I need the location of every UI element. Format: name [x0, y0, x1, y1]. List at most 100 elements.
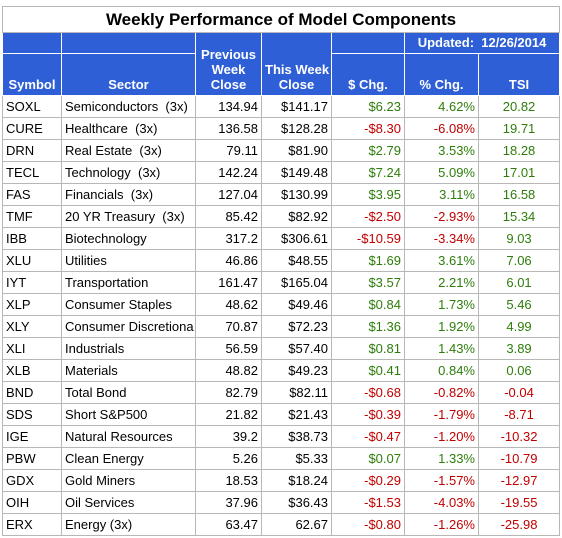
- this-week-close-cell[interactable]: $21.43: [261, 403, 332, 426]
- tsi-cell[interactable]: 15.34: [477, 205, 561, 228]
- dollar-change-cell[interactable]: -$0.68: [331, 381, 405, 404]
- previous-close-cell[interactable]: 18.53: [195, 469, 262, 492]
- percent-change-cell[interactable]: -6.08%: [404, 117, 479, 140]
- percent-change-cell[interactable]: -3.34%: [404, 227, 479, 250]
- this-week-close-cell[interactable]: $48.55: [261, 249, 332, 272]
- dollar-change-cell[interactable]: $0.41: [331, 359, 405, 382]
- tsi-cell[interactable]: 7.06: [477, 249, 561, 272]
- percent-change-cell[interactable]: 1.33%: [404, 447, 479, 470]
- this-week-close-cell[interactable]: $57.40: [261, 337, 332, 360]
- sector-cell[interactable]: Industrials: [61, 337, 196, 360]
- this-week-close-cell[interactable]: $49.23: [261, 359, 332, 382]
- percent-change-cell[interactable]: 3.61%: [404, 249, 479, 272]
- dollar-change-cell[interactable]: -$0.80: [331, 513, 405, 536]
- dollar-change-cell[interactable]: -$1.53: [331, 491, 405, 514]
- symbol-cell[interactable]: TECL: [2, 161, 62, 184]
- symbol-cell[interactable]: DRN: [2, 139, 62, 162]
- tsi-cell[interactable]: 6.01: [477, 271, 561, 294]
- tsi-cell[interactable]: 4.99: [477, 315, 561, 338]
- percent-change-cell[interactable]: 4.62%: [404, 95, 479, 118]
- previous-close-cell[interactable]: 161.47: [195, 271, 262, 294]
- previous-close-cell[interactable]: 79.11: [195, 139, 262, 162]
- symbol-cell[interactable]: PBW: [2, 447, 62, 470]
- symbol-cell[interactable]: SDS: [2, 403, 62, 426]
- previous-close-cell[interactable]: 127.04: [195, 183, 262, 206]
- percent-change-cell[interactable]: 1.73%: [404, 293, 479, 316]
- dollar-change-cell[interactable]: $0.07: [331, 447, 405, 470]
- previous-close-cell[interactable]: 48.82: [195, 359, 262, 382]
- dollar-change-cell[interactable]: $3.57: [331, 271, 405, 294]
- dollar-change-cell[interactable]: -$8.30: [331, 117, 405, 140]
- symbol-cell[interactable]: GDX: [2, 469, 62, 492]
- previous-close-cell[interactable]: 317.2: [195, 227, 262, 250]
- tsi-cell[interactable]: 0.06: [477, 359, 561, 382]
- symbol-cell[interactable]: IYT: [2, 271, 62, 294]
- dollar-change-cell[interactable]: $1.36: [331, 315, 405, 338]
- dollar-change-cell[interactable]: $6.23: [331, 95, 405, 118]
- symbol-cell[interactable]: IGE: [2, 425, 62, 448]
- symbol-cell[interactable]: IBB: [2, 227, 62, 250]
- sector-cell[interactable]: Energy (3x): [61, 513, 196, 536]
- percent-change-cell[interactable]: -1.26%: [404, 513, 479, 536]
- percent-change-cell[interactable]: 1.92%: [404, 315, 479, 338]
- this-week-close-cell[interactable]: $306.61: [261, 227, 332, 250]
- previous-close-cell[interactable]: 70.87: [195, 315, 262, 338]
- symbol-cell[interactable]: TMF: [2, 205, 62, 228]
- percent-change-cell[interactable]: -1.79%: [404, 403, 479, 426]
- sector-cell[interactable]: Clean Energy: [61, 447, 196, 470]
- symbol-cell[interactable]: FAS: [2, 183, 62, 206]
- percent-change-cell[interactable]: 1.43%: [404, 337, 479, 360]
- percent-change-cell[interactable]: -1.20%: [404, 425, 479, 448]
- this-week-close-cell[interactable]: $128.28: [261, 117, 332, 140]
- sector-cell[interactable]: Short S&P500: [61, 403, 196, 426]
- sector-cell[interactable]: Real Estate (3x): [61, 139, 196, 162]
- symbol-cell[interactable]: SOXL: [2, 95, 62, 118]
- dollar-change-cell[interactable]: $0.81: [331, 337, 405, 360]
- percent-change-cell[interactable]: 3.11%: [404, 183, 479, 206]
- previous-close-cell[interactable]: 134.94: [195, 95, 262, 118]
- sector-cell[interactable]: Transportation: [61, 271, 196, 294]
- sector-cell[interactable]: 20 YR Treasury (3x): [61, 205, 196, 228]
- sector-cell[interactable]: Materials: [61, 359, 196, 382]
- sector-cell[interactable]: Total Bond: [61, 381, 196, 404]
- tsi-cell[interactable]: 18.28: [477, 139, 561, 162]
- previous-close-cell[interactable]: 85.42: [195, 205, 262, 228]
- sector-cell[interactable]: Semiconductors (3x): [61, 95, 196, 118]
- dollar-change-cell[interactable]: -$10.59: [331, 227, 405, 250]
- percent-change-cell[interactable]: 2.21%: [404, 271, 479, 294]
- sector-cell[interactable]: Oil Services: [61, 491, 196, 514]
- dollar-change-cell[interactable]: -$2.50: [331, 205, 405, 228]
- dollar-change-cell[interactable]: $3.95: [331, 183, 405, 206]
- tsi-cell[interactable]: -0.04: [477, 381, 561, 404]
- tsi-cell[interactable]: 20.82: [477, 95, 561, 118]
- tsi-cell[interactable]: -10.32: [477, 425, 561, 448]
- sector-cell[interactable]: Healthcare (3x): [61, 117, 196, 140]
- percent-change-cell[interactable]: -0.82%: [404, 381, 479, 404]
- previous-close-cell[interactable]: 48.62: [195, 293, 262, 316]
- this-week-close-cell[interactable]: $5.33: [261, 447, 332, 470]
- this-week-close-cell[interactable]: $82.92: [261, 205, 332, 228]
- percent-change-cell[interactable]: 3.53%: [404, 139, 479, 162]
- tsi-cell[interactable]: -12.97: [477, 469, 561, 492]
- symbol-cell[interactable]: XLI: [2, 337, 62, 360]
- tsi-cell[interactable]: 17.01: [477, 161, 561, 184]
- symbol-cell[interactable]: ERX: [2, 513, 62, 536]
- symbol-cell[interactable]: XLP: [2, 293, 62, 316]
- sector-cell[interactable]: Financials (3x): [61, 183, 196, 206]
- this-week-close-cell[interactable]: $82.11: [261, 381, 332, 404]
- previous-close-cell[interactable]: 46.86: [195, 249, 262, 272]
- dollar-change-cell[interactable]: $7.24: [331, 161, 405, 184]
- symbol-cell[interactable]: OIH: [2, 491, 62, 514]
- symbol-cell[interactable]: XLB: [2, 359, 62, 382]
- this-week-close-cell[interactable]: $38.73: [261, 425, 332, 448]
- this-week-close-cell[interactable]: 62.67: [261, 513, 332, 536]
- sector-cell[interactable]: Utilities: [61, 249, 196, 272]
- previous-close-cell[interactable]: 21.82: [195, 403, 262, 426]
- sector-cell[interactable]: Consumer Staples: [61, 293, 196, 316]
- previous-close-cell[interactable]: 63.47: [195, 513, 262, 536]
- tsi-cell[interactable]: -25.98: [477, 513, 561, 536]
- this-week-close-cell[interactable]: $72.23: [261, 315, 332, 338]
- previous-close-cell[interactable]: 82.79: [195, 381, 262, 404]
- symbol-cell[interactable]: XLY: [2, 315, 62, 338]
- dollar-change-cell[interactable]: -$0.29: [331, 469, 405, 492]
